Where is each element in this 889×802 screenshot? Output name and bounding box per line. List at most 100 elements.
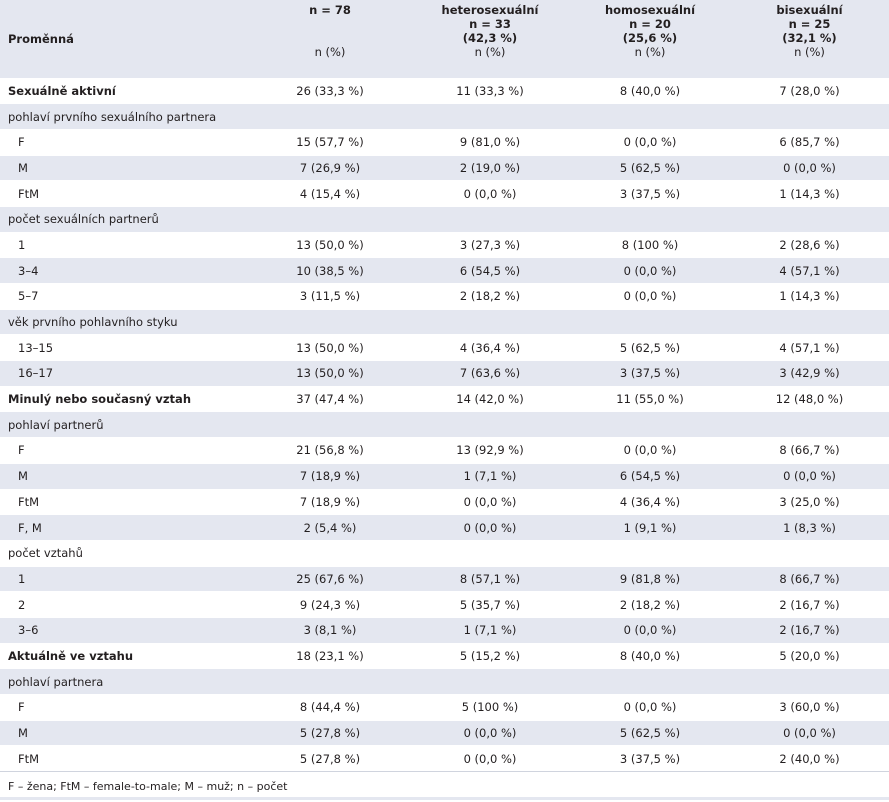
header-hetero-line3: (42,3 %) <box>462 31 518 45</box>
header-bi: bisexuální n = 25 (32,1 %) n (%) <box>730 0 889 78</box>
header-bi-line2: n = 25 <box>788 17 831 31</box>
table-row: FtM 5 (27,8 %) 0 (0,0 %) 3 (37,5 %) 2 (40,0 … <box>0 745 889 772</box>
cell-hetero: 3 (27,3 %) <box>410 231 570 258</box>
cell-hetero: 2 (19,0 %) <box>410 154 570 181</box>
cell-total: 7 (26,9 %) <box>250 154 410 181</box>
row-label: Sexuálně aktivní <box>0 77 250 104</box>
table-row: počet sexuálních partnerů <box>0 205 889 233</box>
row-label: M <box>0 462 250 489</box>
cell-bi: 3 (60,0 %) <box>730 694 889 721</box>
cell-bi: 5 (20,0 %) <box>730 642 889 669</box>
header-total-line2 <box>250 17 410 31</box>
cell-hetero <box>410 308 570 335</box>
cell-homo <box>570 308 730 335</box>
table-row: 3–4 10 (38,5 %) 6 (54,5 %) 0 (0,0 %) 4 (57,1… <box>0 257 889 284</box>
cell-hetero: 5 (100 %) <box>410 694 570 721</box>
cell-total: 10 (38,5 %) <box>250 257 410 284</box>
table-footer: F – žena; FtM – female-to-male; M – muž;… <box>0 771 889 802</box>
row-label: Aktuálně ve vztahu <box>0 642 250 669</box>
cell-bi: 0 (0,0 %) <box>730 719 889 746</box>
cell-bi: 0 (0,0 %) <box>730 462 889 489</box>
cell-homo: 0 (0,0 %) <box>570 437 730 464</box>
cell-homo <box>570 103 730 130</box>
cell-total <box>250 205 410 233</box>
cell-bi: 3 (25,0 %) <box>730 488 889 515</box>
row-label: počet sexuálních partnerů <box>0 205 250 233</box>
table-row: věk prvního pohlavního styku <box>0 308 889 335</box>
table-row: Aktuálně ve vztahu 18 (23,1 %) 5 (15,2 %) 8… <box>0 642 889 669</box>
cell-total: 2 (5,4 %) <box>250 514 410 541</box>
cell-homo: 0 (0,0 %) <box>570 694 730 721</box>
cell-bi: 3 (42,9 %) <box>730 360 889 387</box>
cell-bi: 1 (14,3 %) <box>730 180 889 207</box>
row-label: 3–4 <box>0 257 250 284</box>
cell-hetero <box>410 539 570 567</box>
row-label: Minulý nebo současný vztah <box>0 385 250 412</box>
cell-hetero: 5 (15,2 %) <box>410 642 570 669</box>
header-total-line1: n = 78 <box>309 3 351 17</box>
header-variable: Proměnná <box>8 31 74 46</box>
cell-homo: 8 (40,0 %) <box>570 642 730 669</box>
row-label: 1 <box>0 231 250 258</box>
cell-bi <box>730 411 889 438</box>
cell-bi: 6 (85,7 %) <box>730 128 889 156</box>
row-label: M <box>0 719 250 746</box>
row-label: F <box>0 128 250 156</box>
cell-hetero: 0 (0,0 %) <box>410 514 570 541</box>
cell-bi: 0 (0,0 %) <box>730 154 889 181</box>
cell-total: 7 (18,9 %) <box>250 462 410 489</box>
header-total: n = 78 n (%) <box>250 0 410 78</box>
cell-homo <box>570 668 730 695</box>
cell-hetero: 0 (0,0 %) <box>410 488 570 515</box>
table-body: Sexuálně aktivní 26 (33,3 %) 11 (33,3 %) 8 … <box>0 77 889 772</box>
cell-bi: 1 (14,3 %) <box>730 283 889 310</box>
cell-bi: 4 (57,1 %) <box>730 257 889 284</box>
cell-bi: 12 (48,0 %) <box>730 385 889 412</box>
cell-homo <box>570 205 730 233</box>
cell-homo: 0 (0,0 %) <box>570 616 730 644</box>
cell-hetero: 11 (33,3 %) <box>410 77 570 104</box>
cell-homo <box>570 539 730 567</box>
cell-hetero: 9 (81,0 %) <box>410 128 570 156</box>
cell-total: 13 (50,0 %) <box>250 360 410 387</box>
cell-hetero: 4 (36,4 %) <box>410 334 570 361</box>
row-label: pohlaví partnerů <box>0 411 250 438</box>
cell-homo: 8 (40,0 %) <box>570 77 730 104</box>
cell-homo: 5 (62,5 %) <box>570 154 730 181</box>
cell-hetero: 13 (92,9 %) <box>410 437 570 464</box>
row-label: 3–6 <box>0 616 250 644</box>
header-homo-npct: n (%) <box>634 45 666 59</box>
cell-bi: 1 (8,3 %) <box>730 514 889 541</box>
cell-total: 5 (27,8 %) <box>250 745 410 772</box>
table-header: Proměnná n = 78 n (%) heterosexuální n =… <box>0 0 889 78</box>
cell-hetero <box>410 668 570 695</box>
header-hetero-npct: n (%) <box>474 45 506 59</box>
header-homo-line2: n = 20 <box>629 17 671 31</box>
cell-total: 13 (50,0 %) <box>250 334 410 361</box>
cell-homo: 3 (37,5 %) <box>570 180 730 207</box>
table-row: F 15 (57,7 %) 9 (81,0 %) 0 (0,0 %) 6 (85,7 %… <box>0 128 889 156</box>
cell-total <box>250 539 410 567</box>
cell-total <box>250 668 410 695</box>
header-hetero: heterosexuální n = 33 (42,3 %) n (%) <box>410 0 570 78</box>
row-label: 1 <box>0 565 250 592</box>
header-total-npct: n (%) <box>314 45 346 59</box>
cell-bi: 2 (28,6 %) <box>730 231 889 258</box>
cell-homo: 6 (54,5 %) <box>570 462 730 489</box>
table-row: F 21 (56,8 %) 13 (92,9 %) 0 (0,0 %) 8 (66,7 … <box>0 437 889 464</box>
cell-total: 26 (33,3 %) <box>250 77 410 104</box>
table-row: 16–17 13 (50,0 %) 7 (63,6 %) 3 (37,5 %) 3 (4… <box>0 360 889 387</box>
row-label: pohlaví partnera <box>0 668 250 695</box>
cell-bi <box>730 308 889 335</box>
cell-bi: 8 (66,7 %) <box>730 565 889 592</box>
cell-homo: 0 (0,0 %) <box>570 128 730 156</box>
table-row: Sexuálně aktivní 26 (33,3 %) 11 (33,3 %) 8 … <box>0 77 889 104</box>
table-row: Minulý nebo současný vztah 37 (47,4 %) 14 … <box>0 385 889 412</box>
cell-total: 21 (56,8 %) <box>250 437 410 464</box>
header-hetero-line2: n = 33 <box>469 17 511 31</box>
